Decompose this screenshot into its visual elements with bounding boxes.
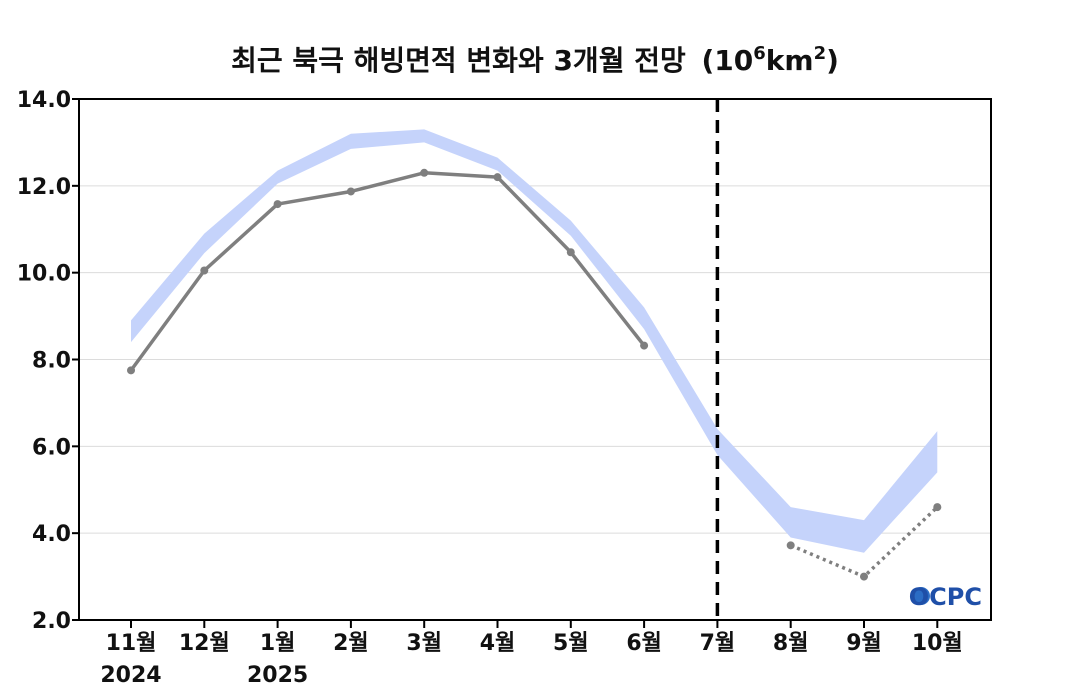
observed-point [493, 173, 502, 182]
x-tick-label: 6월 [626, 631, 662, 656]
chart-title-unit-exp2: 2 [814, 43, 827, 64]
chart-title-unit: (10 [701, 44, 753, 77]
chart-title: 최근 북극 해빙면적 변화와 3개월 전망 (106km2) [231, 43, 839, 77]
chart-title-unit-end: ) [826, 44, 839, 77]
x-tick-label: 11월 [106, 631, 157, 656]
y-tick-label: 6.0 [32, 435, 71, 460]
x-year-label: 2024 [100, 663, 161, 688]
forecast-point [786, 541, 795, 550]
forecast-range-band [131, 129, 938, 553]
observed-line [129, 171, 646, 372]
x-tick-label: 9월 [846, 631, 882, 656]
forecast-point [860, 572, 868, 581]
observed-point [273, 200, 282, 209]
forecast-series [786, 503, 942, 581]
x-tick-label: 7월 [700, 631, 736, 656]
ocpc-logo: OCPC [909, 583, 982, 611]
x-year-label: 2025 [247, 663, 308, 688]
observed-point [346, 187, 355, 196]
logo-globe-icon [912, 587, 930, 605]
logo-text: OCPC [909, 583, 982, 611]
observed-point [640, 341, 649, 350]
y-tick-label: 12.0 [17, 175, 71, 200]
observed-point [127, 366, 135, 375]
chart-title-unit-mid: km [766, 44, 814, 77]
forecast-point [933, 503, 942, 512]
y-tick-label: 4.0 [32, 522, 71, 547]
forecast-band-shape [131, 129, 938, 553]
x-tick-label: 3월 [406, 631, 442, 656]
y-tick-label: 8.0 [32, 349, 71, 374]
observed-point [420, 168, 429, 177]
y-tick-label: 2.0 [32, 609, 71, 634]
chart-title-text: 최근 북극 해빙면적 변화와 3개월 전망 [231, 44, 686, 77]
x-tick-label: 8월 [773, 631, 809, 656]
observed-point [200, 266, 209, 275]
x-tick-label: 5월 [553, 631, 589, 656]
y-tick-label: 10.0 [17, 262, 71, 287]
chart-title-unit-exp: 6 [753, 43, 766, 64]
observed-series [127, 168, 649, 375]
x-axis: 11월 12월 1월 2월 3월 4월 5월 6월 7월 8월 9월 10월 2024 2025 [100, 620, 963, 688]
x-tick-label: 1월 [260, 631, 296, 656]
x-tick-label: 4월 [480, 631, 516, 656]
y-axis: 2.0 4.0 6.0 8.0 10.0 12.0 14.0 [17, 88, 79, 634]
y-tick-label: 14.0 [17, 88, 71, 113]
x-tick-label: 10월 [912, 631, 963, 656]
observed-point [566, 248, 575, 257]
x-tick-label: 12월 [179, 631, 230, 656]
x-tick-label: 2월 [333, 631, 369, 656]
